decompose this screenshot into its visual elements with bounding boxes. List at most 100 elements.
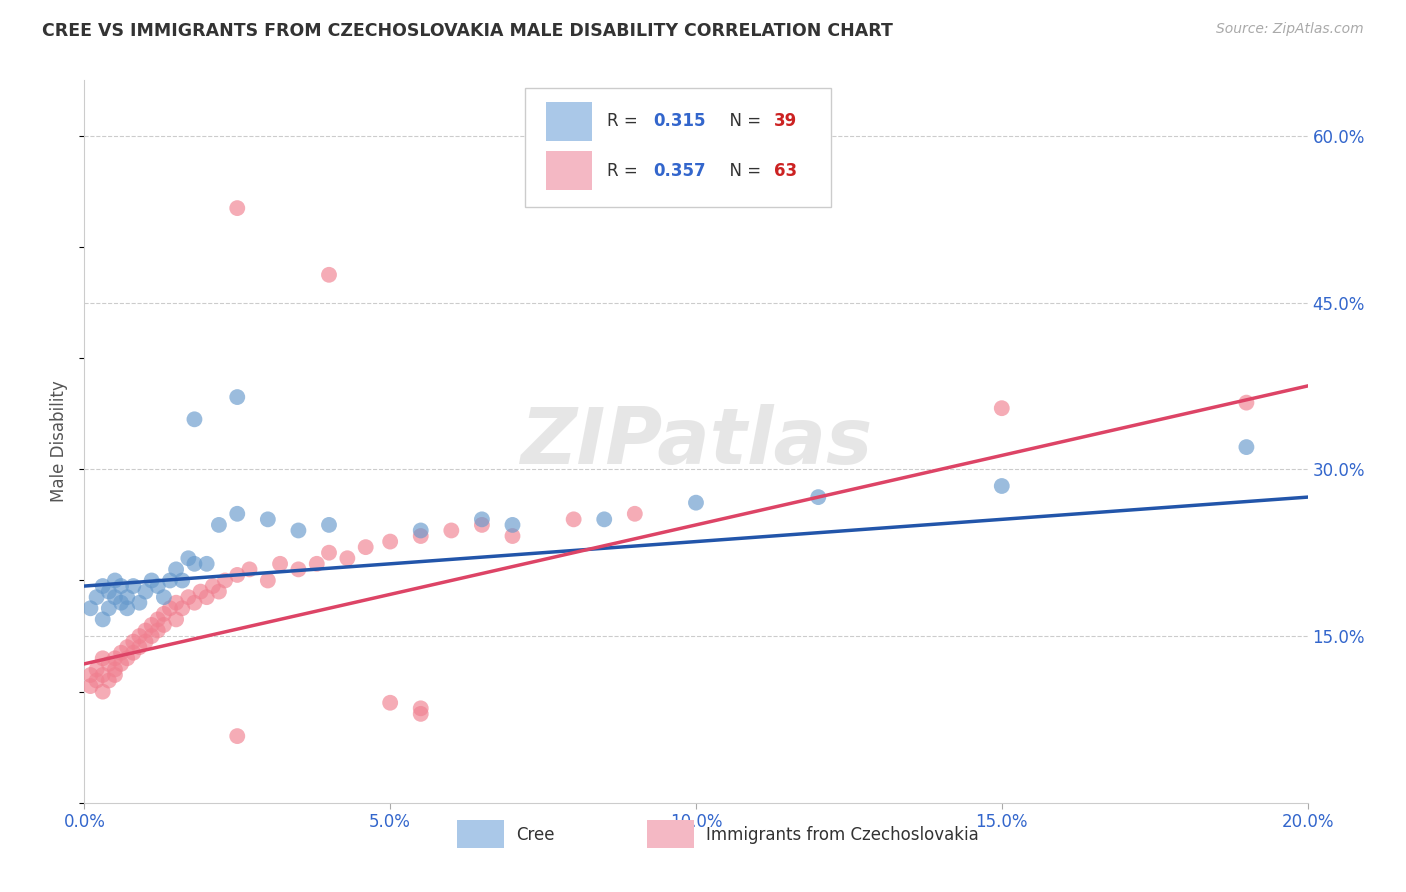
Point <box>238 562 260 576</box>
Point <box>115 651 138 665</box>
Point <box>201 579 224 593</box>
Y-axis label: Male Disability: Male Disability <box>51 381 69 502</box>
Point <box>110 596 132 610</box>
Point <box>115 640 138 655</box>
Point <box>287 562 309 576</box>
Point <box>153 607 176 621</box>
Point <box>257 574 280 588</box>
Point <box>165 562 187 576</box>
Point <box>226 201 249 215</box>
Point <box>409 529 432 543</box>
Point <box>97 584 120 599</box>
Text: Immigrants from Czechoslovakia: Immigrants from Czechoslovakia <box>706 826 979 844</box>
Point <box>318 517 340 532</box>
Point <box>380 534 402 549</box>
Text: 63: 63 <box>775 161 797 179</box>
Point <box>1236 440 1258 454</box>
Point <box>165 612 187 626</box>
Point <box>128 629 150 643</box>
Point <box>318 546 340 560</box>
Point <box>104 590 127 604</box>
Point <box>269 557 291 571</box>
Point <box>336 551 359 566</box>
Point <box>97 673 120 688</box>
Text: CREE VS IMMIGRANTS FROM CZECHOSLOVAKIA MALE DISABILITY CORRELATION CHART: CREE VS IMMIGRANTS FROM CZECHOSLOVAKIA M… <box>42 22 893 40</box>
Point <box>141 618 163 632</box>
Point <box>177 551 200 566</box>
Point <box>79 679 101 693</box>
Point <box>153 618 176 632</box>
Point <box>122 579 145 593</box>
Point <box>122 634 145 648</box>
Point <box>104 574 127 588</box>
Point <box>91 651 114 665</box>
Point <box>624 507 647 521</box>
Point <box>380 696 402 710</box>
Point <box>110 657 132 671</box>
Text: Source: ZipAtlas.com: Source: ZipAtlas.com <box>1216 22 1364 37</box>
Point <box>195 557 218 571</box>
Point <box>807 490 830 504</box>
Point <box>502 517 524 532</box>
Point <box>146 612 169 626</box>
Point <box>97 657 120 671</box>
Text: N =: N = <box>720 161 766 179</box>
Point <box>409 701 432 715</box>
Text: Cree: Cree <box>516 826 554 844</box>
Text: R =: R = <box>606 161 643 179</box>
Point <box>305 557 328 571</box>
Point <box>440 524 463 538</box>
Point <box>135 624 157 638</box>
Point <box>146 579 169 593</box>
Bar <box>647 820 693 847</box>
Text: R =: R = <box>606 112 643 130</box>
Point <box>104 651 127 665</box>
Point <box>110 579 132 593</box>
Point <box>226 729 249 743</box>
Text: 39: 39 <box>775 112 797 130</box>
Point <box>79 668 101 682</box>
Point <box>128 596 150 610</box>
Point <box>226 390 249 404</box>
Point <box>86 662 108 676</box>
FancyBboxPatch shape <box>524 87 831 207</box>
Point <box>91 684 114 698</box>
Point <box>115 601 138 615</box>
Point <box>104 668 127 682</box>
Bar <box>546 102 592 141</box>
Bar <box>457 820 503 847</box>
Point <box>409 524 432 538</box>
Point <box>79 601 101 615</box>
Point <box>172 601 194 615</box>
Text: ZIPatlas: ZIPatlas <box>520 403 872 480</box>
Point <box>214 574 236 588</box>
Point <box>86 590 108 604</box>
Point <box>195 590 218 604</box>
Point <box>685 496 707 510</box>
Point <box>153 590 176 604</box>
Point <box>183 557 205 571</box>
Point <box>318 268 340 282</box>
Point <box>354 540 377 554</box>
Point <box>97 601 120 615</box>
Point <box>104 662 127 676</box>
Point <box>562 512 585 526</box>
Point <box>190 584 212 599</box>
Point <box>409 706 432 721</box>
Point <box>257 512 280 526</box>
Point <box>177 590 200 604</box>
Point <box>91 668 114 682</box>
Point <box>141 629 163 643</box>
Point <box>471 512 494 526</box>
Point <box>110 646 132 660</box>
Text: 0.315: 0.315 <box>654 112 706 130</box>
Point <box>593 512 616 526</box>
Point <box>135 584 157 599</box>
Bar <box>546 151 592 191</box>
Point <box>471 517 494 532</box>
Point <box>122 646 145 660</box>
Point <box>1236 395 1258 409</box>
Point <box>128 640 150 655</box>
Text: 0.357: 0.357 <box>654 161 706 179</box>
Point <box>115 590 138 604</box>
